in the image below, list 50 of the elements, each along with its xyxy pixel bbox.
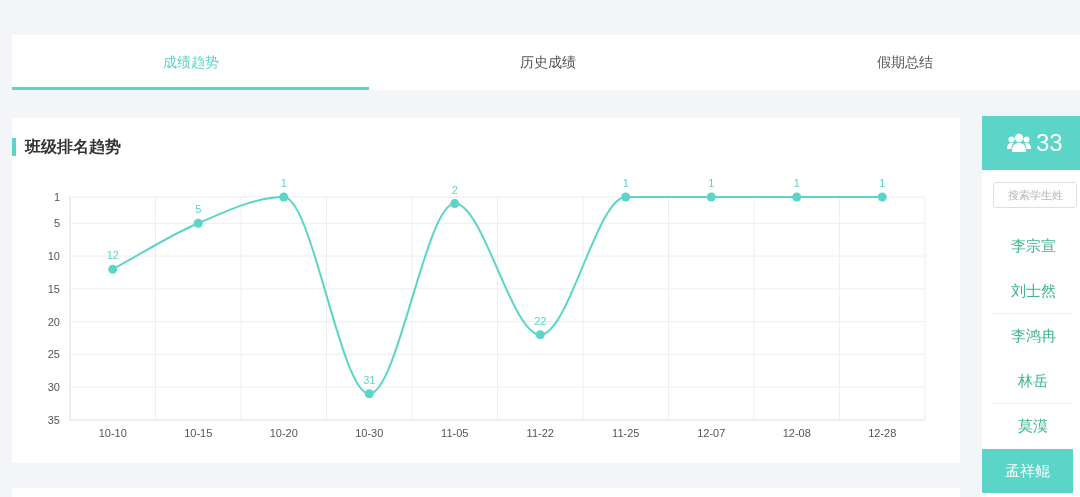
data-label: 1 bbox=[280, 177, 287, 189]
y-tick-label: 20 bbox=[47, 315, 60, 328]
data-label: 1 bbox=[879, 177, 886, 189]
text: 刘士然 bbox=[1010, 282, 1056, 299]
point bbox=[108, 264, 118, 274]
text: 李宗宣 bbox=[1010, 237, 1056, 254]
x-tick-label: 10-30 bbox=[355, 427, 384, 439]
x-tick-label: 12-08 bbox=[782, 427, 811, 439]
text: 李鸿冉 bbox=[1010, 327, 1056, 344]
data-label: 31 bbox=[363, 373, 376, 386]
data-label: 5 bbox=[195, 203, 202, 216]
data-label: 1 bbox=[793, 177, 800, 189]
point bbox=[279, 192, 289, 202]
chart-title: 班级排名趋势 bbox=[25, 138, 121, 155]
point bbox=[792, 192, 802, 202]
x-tick-label: 11-25 bbox=[612, 427, 640, 439]
data-label: 1 bbox=[622, 177, 629, 189]
y-tick-label: 1 bbox=[53, 191, 60, 203]
y-tick-label: 25 bbox=[47, 348, 60, 361]
point bbox=[621, 192, 631, 202]
text: 林岳 bbox=[1018, 372, 1048, 389]
y-tick-label: 10 bbox=[47, 250, 60, 263]
y-tick-label: 35 bbox=[47, 414, 60, 426]
x-tick-label: 10-15 bbox=[184, 427, 213, 439]
point bbox=[193, 218, 203, 228]
data-label: 2 bbox=[451, 183, 458, 196]
x-tick-label: 11-05 bbox=[441, 427, 469, 439]
point bbox=[450, 199, 460, 209]
x-tick-label: 12-07 bbox=[697, 427, 726, 439]
text: 成绩趋势 bbox=[162, 54, 219, 70]
text: 孟祥鲲 bbox=[1005, 462, 1050, 479]
x-tick-label: 11-22 bbox=[526, 427, 554, 439]
data-label: 12 bbox=[106, 249, 119, 262]
point bbox=[877, 192, 887, 202]
point bbox=[364, 389, 374, 399]
text: 搜索学生姓 bbox=[1007, 189, 1063, 201]
data-label: 1 bbox=[708, 177, 715, 189]
data-label: 22 bbox=[534, 314, 547, 327]
text: 历史成绩 bbox=[519, 54, 576, 70]
point bbox=[706, 192, 716, 202]
y-tick-label: 15 bbox=[47, 282, 60, 295]
x-tick-label: 10-10 bbox=[98, 427, 127, 439]
text: 33 bbox=[1036, 129, 1063, 156]
x-tick-label: 10-20 bbox=[269, 427, 298, 439]
text: 假期总结 bbox=[876, 54, 933, 70]
text: 莫漠 bbox=[1018, 417, 1048, 434]
point bbox=[535, 330, 545, 340]
y-tick-label: 5 bbox=[53, 217, 60, 230]
x-tick-label: 12-28 bbox=[868, 427, 897, 439]
y-tick-label: 30 bbox=[47, 381, 60, 394]
